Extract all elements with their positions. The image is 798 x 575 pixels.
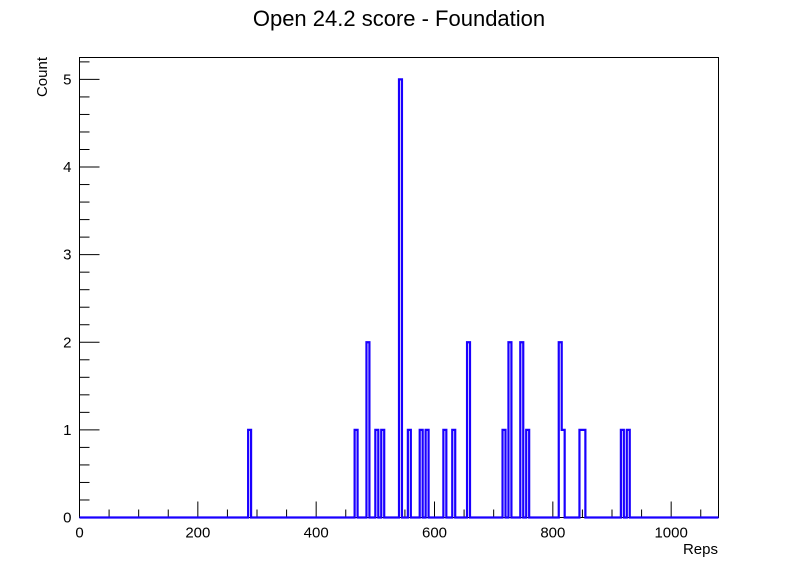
y-axis-tick-labels: 0 1 2 3 4 5 [63,71,71,526]
x-tick-label: 600 [422,525,447,542]
y-tick-label: 3 [63,247,71,264]
x-tick-label: 0 [75,525,83,542]
y-tick-label: 4 [63,159,71,176]
x-tick-label: 400 [304,525,329,542]
x-axis-tick-labels: 0 200 400 600 800 1000 [75,525,688,542]
x-tick-label: 200 [185,525,210,542]
y-tick-label: 2 [63,334,71,351]
y-axis-label: Count [34,56,51,97]
histogram-series-line [79,78,719,519]
y-tick-label: 5 [63,71,71,88]
x-axis-ticks [79,501,702,518]
chart-title: Open 24.2 score - Foundation [253,6,545,31]
y-tick-label: 0 [63,510,71,527]
y-axis-ticks [79,61,100,518]
x-tick-label: 1000 [654,525,687,542]
x-tick-label: 800 [540,525,565,542]
y-tick-label: 1 [63,422,71,439]
x-axis-label: Reps [683,541,718,558]
